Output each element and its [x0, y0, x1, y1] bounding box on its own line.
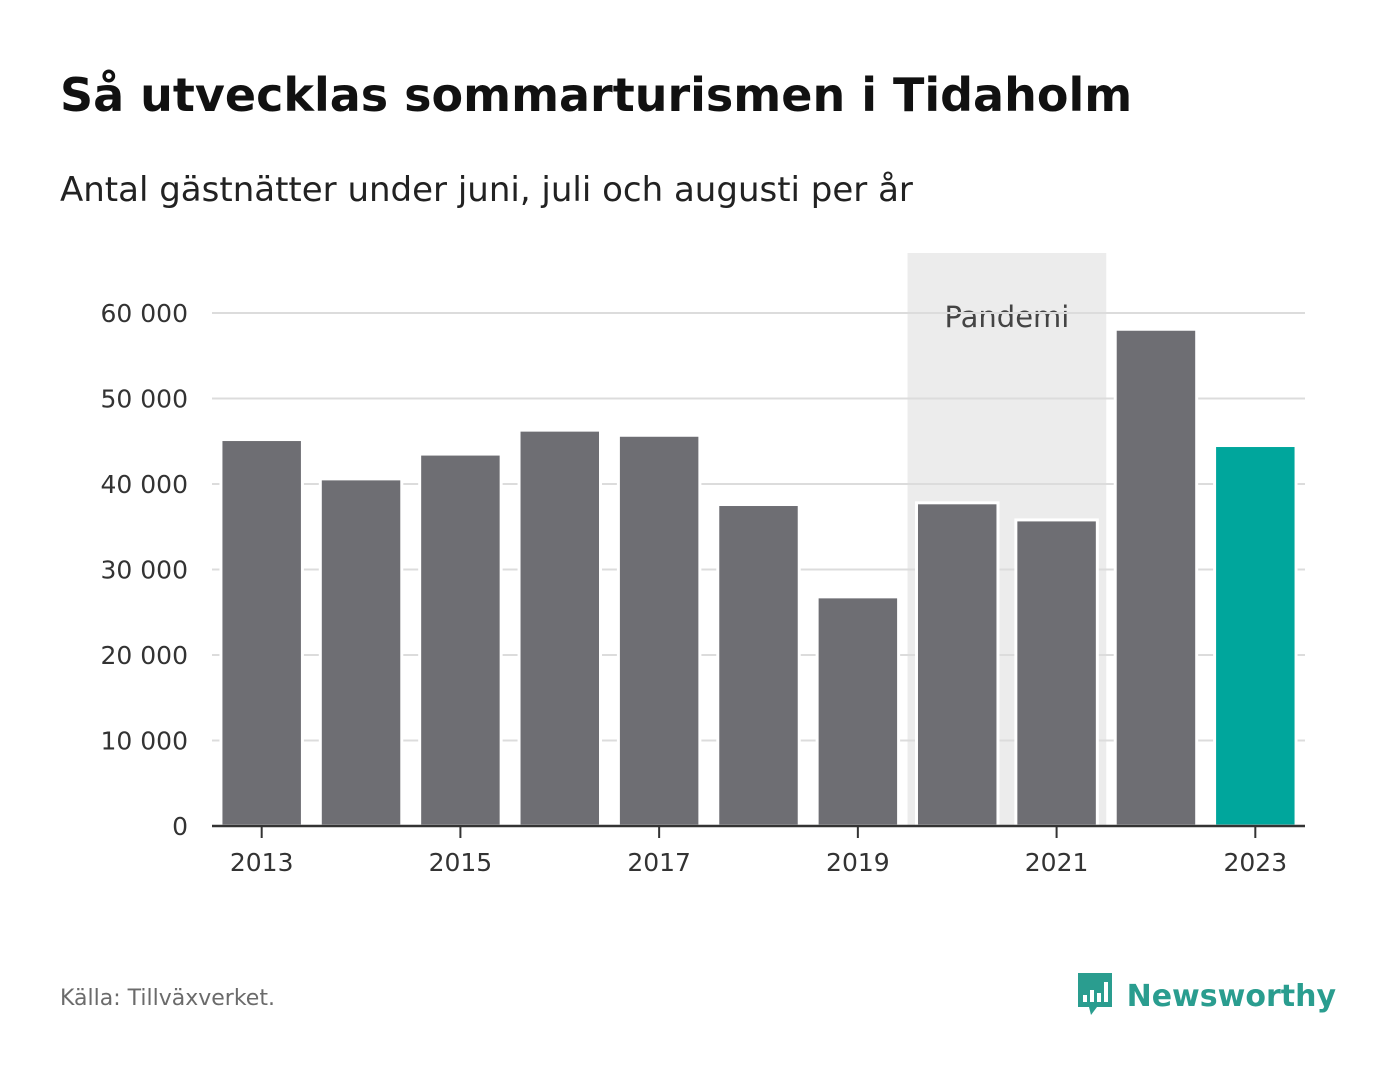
- y-tick-label: 10 000: [101, 727, 188, 756]
- bar-2017: [616, 433, 702, 828]
- y-tick-label: 20 000: [101, 641, 188, 670]
- bar-2022: [1113, 327, 1199, 828]
- x-tick-label: 2023: [1224, 848, 1288, 877]
- bar-2021: [1014, 518, 1099, 828]
- brand-logo: Newsworthy: [1075, 970, 1336, 1022]
- y-tick-label: 30 000: [101, 556, 188, 585]
- bar-2014: [318, 477, 404, 828]
- bar-2015: [418, 452, 503, 828]
- bar-2013: [219, 438, 304, 828]
- x-tick-label: 2021: [1025, 848, 1089, 877]
- newsworthy-logo-icon: [1077, 973, 1112, 1015]
- y-tick-label: 0: [172, 812, 188, 841]
- chart-title: Så utvecklas sommarturismen i Tidaholm: [60, 68, 1133, 122]
- x-tick-label: 2017: [627, 848, 691, 877]
- bar-2016: [517, 428, 603, 828]
- bar-2019: [815, 595, 901, 828]
- bar-2020: [914, 501, 1000, 828]
- pandemic-label: Pandemi: [944, 300, 1069, 334]
- bar-2023: [1213, 444, 1298, 828]
- x-tick-label: 2015: [429, 848, 493, 877]
- bar-2018: [716, 503, 801, 828]
- y-tick-label: 60 000: [101, 299, 188, 328]
- brand-name: Newsworthy: [1126, 978, 1336, 1014]
- source-note: Källa: Tillväxverket.: [60, 986, 275, 1011]
- x-tick-label: 2019: [826, 848, 890, 877]
- x-tick-label: 2013: [230, 848, 294, 877]
- y-tick-label: 40 000: [101, 470, 188, 499]
- chart-subtitle: Antal gästnätter under juni, juli och au…: [60, 170, 913, 210]
- y-tick-label: 50 000: [101, 385, 188, 414]
